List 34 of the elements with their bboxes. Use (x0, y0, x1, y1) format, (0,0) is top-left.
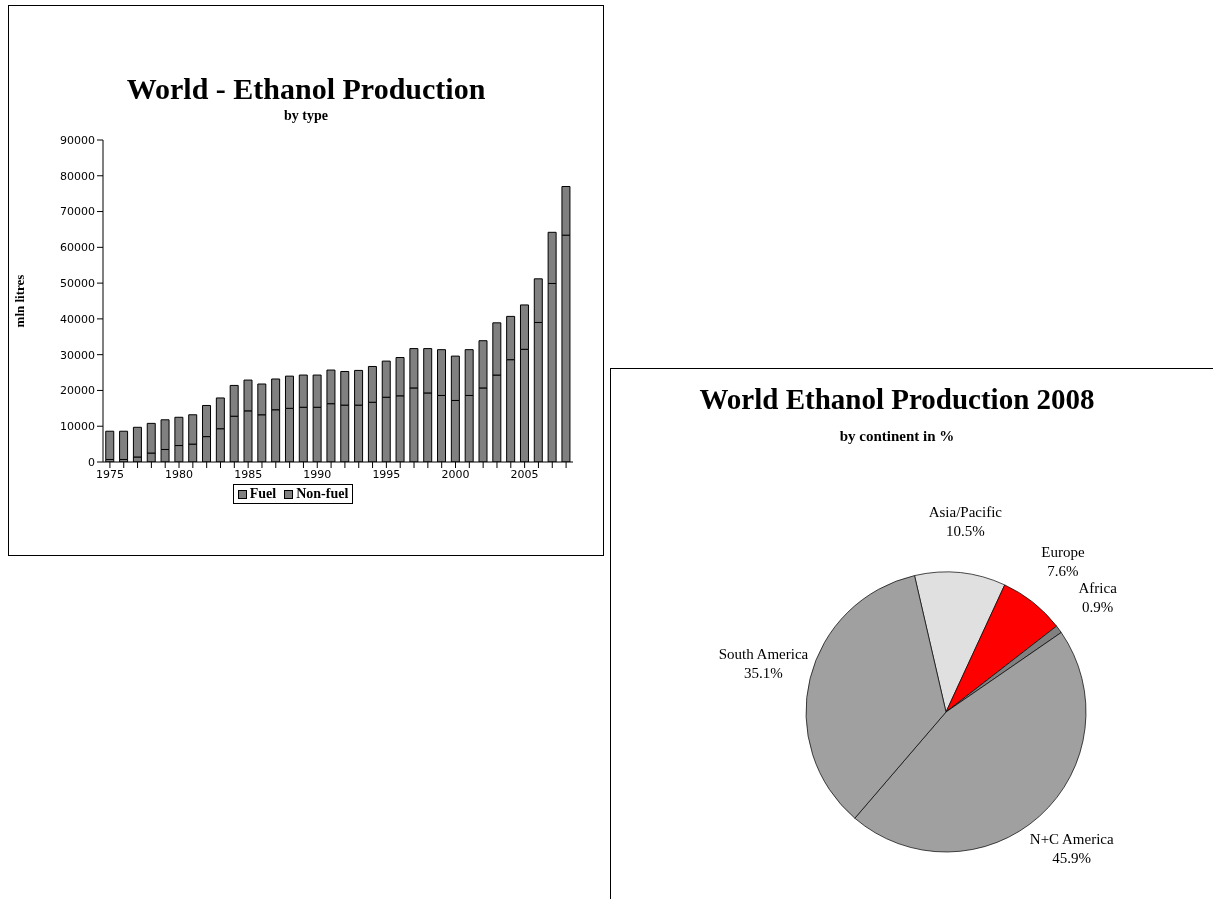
chart-subtitle: by continent in % (838, 428, 956, 445)
slice-label: Africa (1078, 579, 1118, 596)
chart-title: World - Ethanol Production (125, 72, 487, 106)
slice-label: Europe (1041, 543, 1085, 560)
y-tick-label: 70000 (60, 205, 95, 219)
slice-label: N+C America (1029, 830, 1115, 847)
x-tick-label: 1990 (303, 467, 332, 481)
slice-label: Asia/Pacific (928, 504, 1003, 520)
x-tick-label: 1980 (165, 467, 194, 481)
x-tick-label: 1985 (234, 467, 263, 481)
y-tick-label: 30000 (60, 348, 95, 362)
chart-subtitle: by type (283, 108, 329, 124)
y-tick-label: 80000 (60, 169, 95, 183)
legend-label: Non-fuel (296, 486, 349, 502)
data-label: 35.1% (744, 665, 783, 682)
x-tick-label: 2000 (441, 467, 470, 481)
y-tick-label: 60000 (60, 241, 95, 255)
y-tick-label: 0 (88, 455, 95, 469)
slice-label: South America (718, 646, 809, 663)
x-tick-label: 1995 (372, 467, 401, 481)
data-label: 45.9% (1052, 849, 1092, 866)
x-tick-label: 1975 (95, 467, 124, 481)
x-tick-label: 2005 (510, 467, 539, 481)
y-axis-title: mln litres (11, 274, 27, 328)
data-label: 10.5% (945, 523, 985, 539)
y-tick-label: 90000 (60, 133, 95, 147)
y-tick-label: 40000 (60, 312, 95, 326)
chart-title: World Ethanol Production 2008 (698, 383, 1096, 416)
y-tick-label: 20000 (60, 384, 95, 398)
data-label: 0.9% (1082, 598, 1114, 615)
y-tick-label: 50000 (60, 277, 95, 291)
data-label: 7.6% (1047, 562, 1079, 579)
y-tick-label: 10000 (60, 420, 95, 434)
legend-label: Fuel (249, 486, 277, 502)
